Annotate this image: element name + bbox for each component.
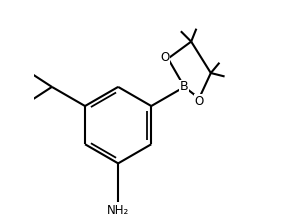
Text: NH₂: NH₂ — [107, 204, 129, 216]
Text: O: O — [160, 51, 170, 64]
Text: B: B — [180, 80, 189, 93]
Text: O: O — [194, 95, 204, 108]
